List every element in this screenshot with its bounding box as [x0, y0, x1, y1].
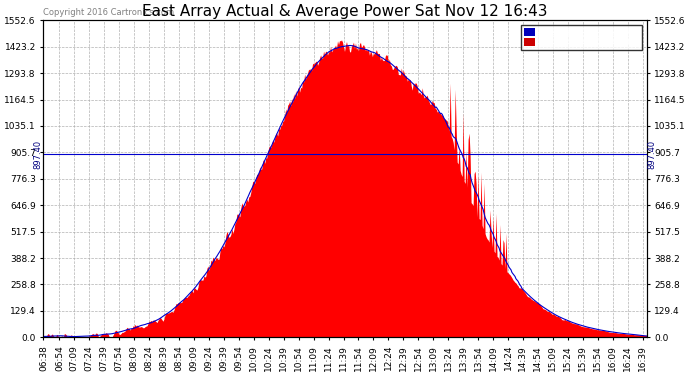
Text: 897.40: 897.40 [647, 140, 656, 169]
Text: Copyright 2016 Cartronics.com: Copyright 2016 Cartronics.com [43, 8, 175, 17]
Title: East Array Actual & Average Power Sat Nov 12 16:43: East Array Actual & Average Power Sat No… [142, 4, 548, 19]
Text: 897.40: 897.40 [34, 140, 43, 169]
Legend: Average  (DC Watts), East Array  (DC Watts): Average (DC Watts), East Array (DC Watts… [521, 25, 642, 50]
